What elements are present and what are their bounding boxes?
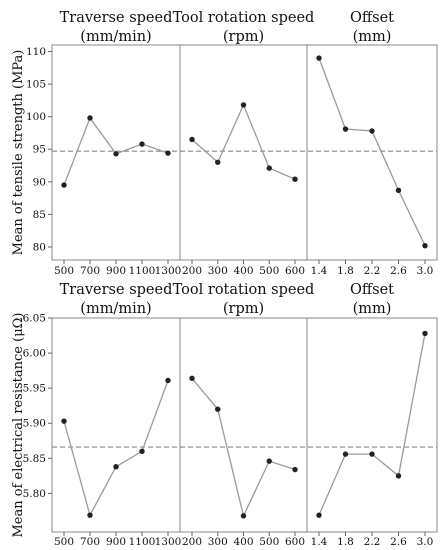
data-point (422, 330, 428, 337)
x-tick-label: 500 (259, 265, 279, 277)
y-tick-label: 5.85 (23, 453, 46, 465)
x-tick-label: 2.6 (390, 536, 407, 548)
x-tick-label: 3.0 (417, 265, 434, 277)
x-tick-label: 400 (233, 265, 253, 277)
x-tick-label: 1100 (129, 536, 156, 548)
y-tick-label: 6.00 (23, 348, 46, 360)
y-tick-label: 90 (33, 176, 46, 188)
y-tick-label: 80 (33, 241, 46, 253)
data-point (61, 418, 67, 424)
data-point (292, 176, 298, 182)
y-tick-label: 105 (26, 79, 46, 91)
data-point (215, 406, 221, 412)
data-point (266, 165, 272, 171)
chart-frame (51, 317, 438, 533)
data-point (165, 150, 171, 156)
x-tick-label: 1300 (155, 536, 182, 548)
panel-title: (mm/min) (80, 29, 151, 45)
data-point (87, 512, 93, 518)
x-tick-label: 500 (259, 536, 279, 548)
x-tick-label: 1300 (155, 265, 182, 277)
data-point (422, 242, 428, 249)
x-tick-label: 300 (208, 265, 228, 277)
data-point (316, 512, 322, 518)
data-point (165, 377, 171, 384)
y-tick-label: 6.05 (23, 313, 46, 325)
series-line (191, 103, 296, 180)
data-point (240, 513, 247, 519)
y-axis-label: Mean of electrical resistance (μΩ) (11, 312, 26, 537)
panel-title: (mm/min) (80, 301, 151, 317)
x-tick-label: 700 (80, 265, 100, 277)
data-point (87, 115, 93, 121)
x-tick-label: 2.2 (364, 536, 381, 548)
x-tick-label: 900 (106, 265, 126, 277)
y-tick-label: 100 (26, 111, 46, 123)
chart-frame (51, 44, 438, 261)
panel-title: (rpm) (223, 301, 264, 317)
panel-title: Traverse speed (60, 282, 173, 298)
x-tick-label: 2.6 (390, 265, 407, 277)
data-point (342, 126, 349, 132)
y-tick-label: 5.80 (23, 488, 46, 500)
data-point (113, 464, 119, 470)
data-point (189, 136, 195, 143)
x-tick-label: 1100 (129, 265, 156, 277)
data-point (395, 473, 402, 479)
data-point (395, 187, 402, 193)
x-tick-label: 1.4 (311, 536, 328, 548)
data-point (266, 458, 272, 464)
panel-title: (mm) (353, 301, 392, 317)
panel-title: (rpm) (223, 29, 264, 45)
panel-title: Tool rotation speed (173, 282, 315, 298)
y-tick-label: 5.95 (23, 383, 46, 395)
x-tick-label: 200 (182, 536, 202, 548)
panel-title: (mm) (353, 29, 392, 45)
panel-title: Tool rotation speed (173, 10, 315, 26)
data-point (240, 102, 247, 108)
data-point (215, 159, 221, 165)
y-tick-label: 85 (33, 209, 46, 221)
x-tick-label: 500 (54, 265, 74, 277)
x-tick-label: 1.8 (337, 265, 354, 277)
x-tick-label: 900 (106, 536, 126, 548)
x-tick-label: 700 (80, 536, 100, 548)
data-point (113, 151, 119, 157)
data-point (316, 55, 322, 61)
x-tick-label: 200 (182, 265, 202, 277)
x-tick-label: 1.4 (311, 265, 328, 277)
x-tick-label: 600 (285, 536, 305, 548)
y-tick-label: 95 (33, 144, 46, 156)
data-point (189, 375, 195, 382)
y-tick-label: 110 (26, 46, 46, 58)
x-tick-label: 1.8 (337, 536, 354, 548)
data-point (139, 141, 145, 147)
x-tick-label: 2.2 (364, 265, 381, 277)
data-point (61, 182, 67, 188)
data-point (369, 128, 375, 134)
x-tick-label: 300 (208, 536, 228, 548)
data-point (369, 451, 375, 457)
panel-title: Offset (350, 10, 394, 26)
data-point (342, 451, 349, 457)
data-point (139, 448, 145, 455)
x-tick-label: 500 (54, 536, 74, 548)
panel-title: Traverse speed (60, 10, 173, 26)
series-line (318, 333, 426, 516)
panel-title: Offset (350, 282, 394, 298)
data-point (292, 466, 298, 473)
x-tick-label: 400 (233, 536, 253, 548)
y-tick-label: 5.90 (23, 418, 46, 430)
x-tick-label: 600 (285, 265, 305, 277)
series-line (63, 380, 169, 517)
x-tick-label: 3.0 (417, 536, 434, 548)
series-line (318, 57, 426, 246)
y-axis-label: Mean of tensile strength (MPa) (11, 50, 26, 256)
